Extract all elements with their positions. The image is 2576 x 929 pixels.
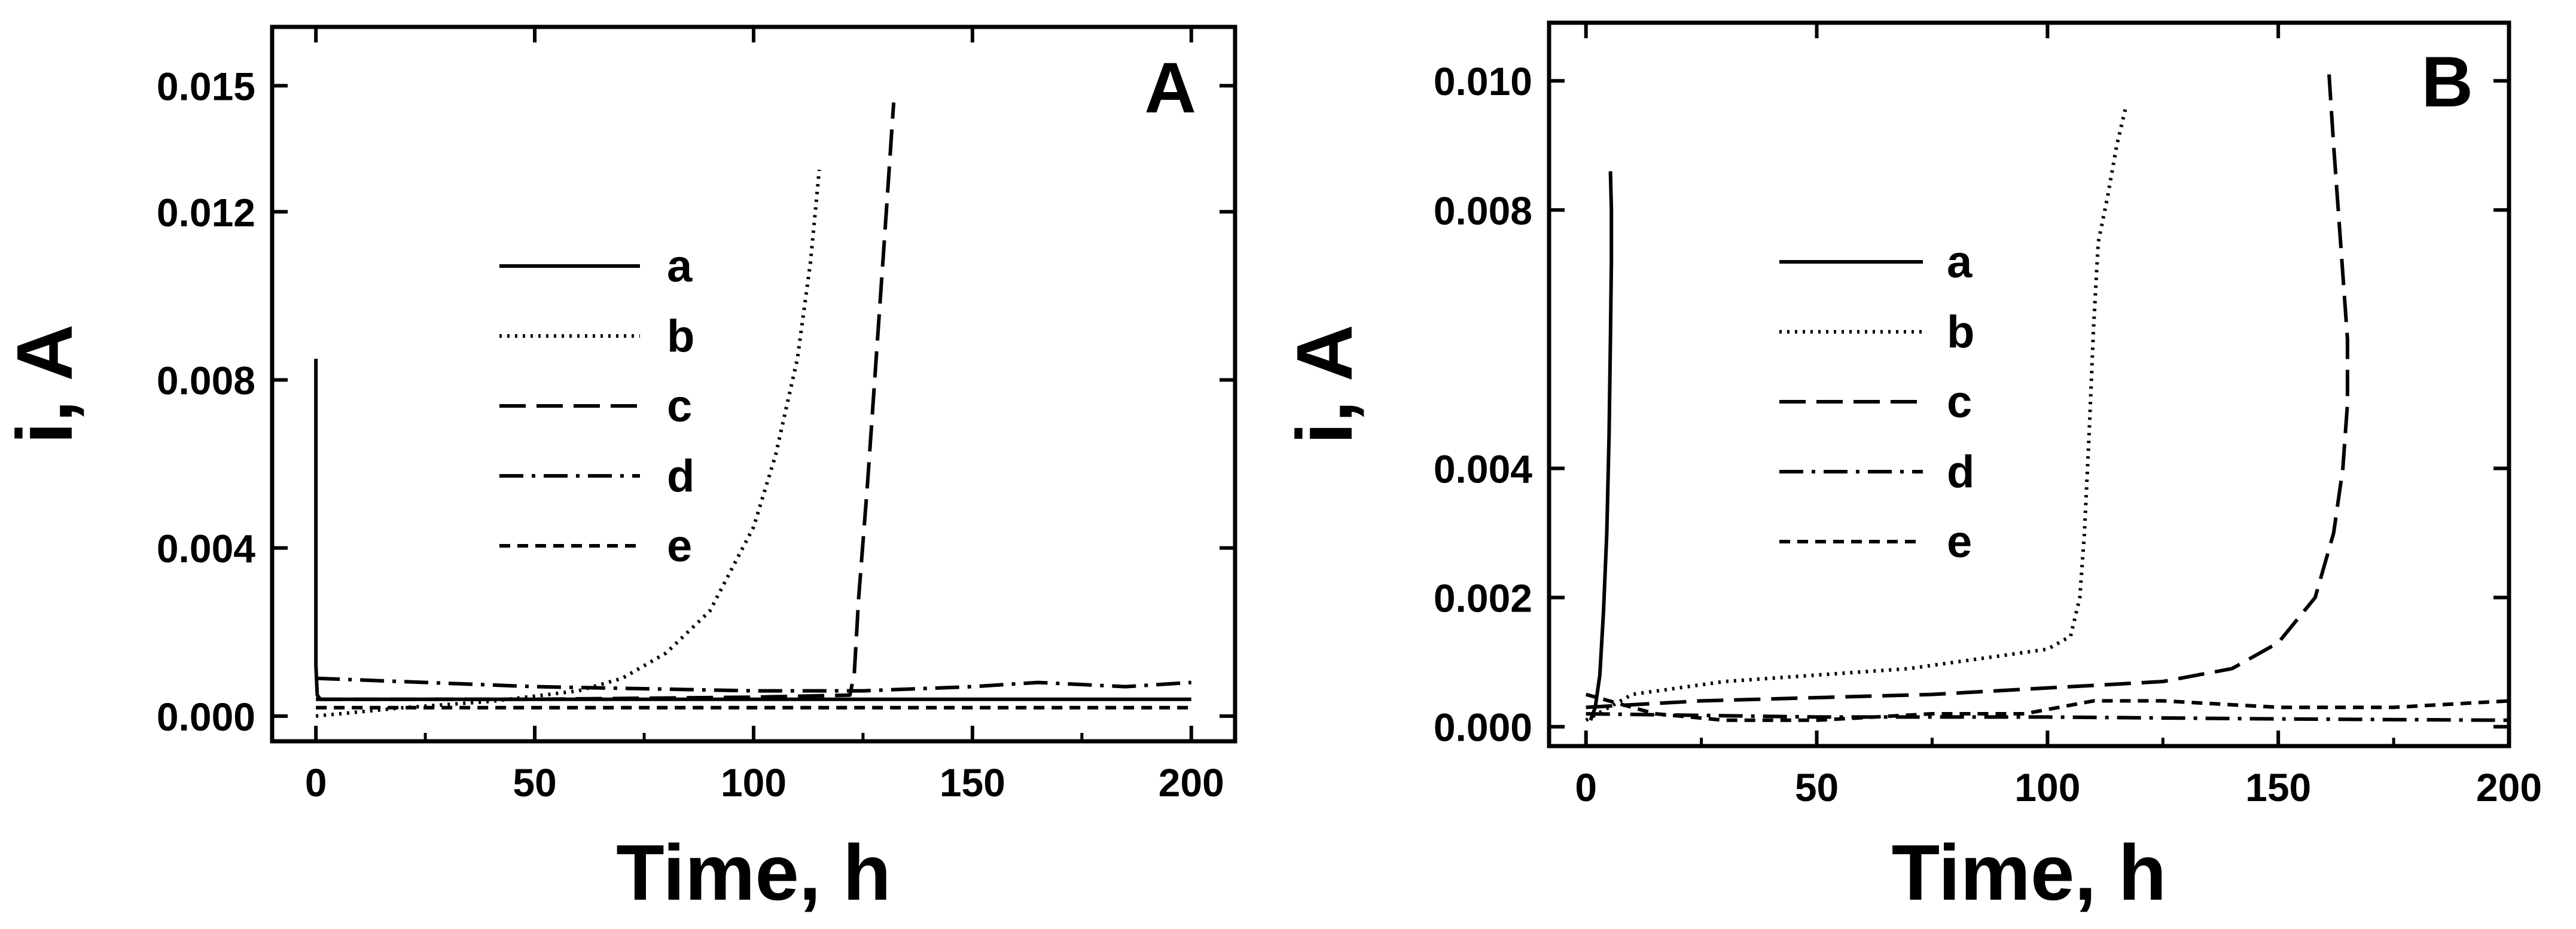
y-tick-label: 0.012 [157, 190, 255, 234]
legend-label-a: a [1947, 237, 1973, 288]
series-line-c [1586, 74, 2349, 710]
x-tick-label: 150 [2245, 765, 2311, 809]
x-tick-label: 100 [2014, 765, 2080, 809]
x-tick-label: 150 [940, 760, 1005, 805]
x-axis-title: Time, h [1892, 829, 2167, 916]
x-tick-label: 0 [1575, 765, 1597, 809]
series-line-b [1585, 106, 2128, 722]
panel-b-chart: 0 50 100 150 200 0.000 0.002 0.004 0.008 0.010 Tim… [1281, 20, 2542, 916]
y-tick-label: 0.002 [1434, 576, 1532, 621]
legend-label-e: e [667, 521, 692, 572]
y-tick-label: 0.000 [157, 695, 255, 739]
legend-label-d: d [667, 451, 694, 502]
series-line-c [316, 102, 896, 701]
series-line-a [1589, 171, 1614, 721]
panel-label: A [1144, 48, 1196, 128]
y-tick-label: 0.010 [1434, 59, 1532, 103]
y-tick-label: 0.004 [1434, 447, 1532, 491]
series-line-a [314, 359, 1191, 701]
legend-label-b: b [667, 311, 694, 362]
panel-label: B [2421, 42, 2473, 122]
legend-label-a: a [667, 241, 693, 292]
y-axis-title: i, A [1281, 325, 1368, 444]
x-axis-title: Time, h [616, 829, 891, 916]
x-tick-label: 50 [1795, 765, 1839, 809]
y-tick-label: 0.008 [157, 358, 255, 402]
x-tick-label: 0 [305, 760, 327, 805]
x-tick-label: 200 [2476, 765, 2542, 809]
x-tick-label: 200 [1159, 760, 1224, 805]
y-tick-label: 0.015 [157, 64, 255, 108]
series-line-d [316, 676, 1191, 693]
plot-frame [1547, 20, 2511, 748]
legend-label-b: b [1947, 307, 1974, 357]
legend-label-d: d [1947, 447, 1974, 497]
y-tick-label: 0.000 [1434, 705, 1532, 750]
x-tick-label: 100 [721, 760, 786, 805]
legend-label-c: c [1947, 377, 1972, 427]
y-tick-label: 0.008 [1434, 188, 1532, 233]
series-lines [1585, 74, 2509, 722]
x-tick-label: 50 [513, 760, 556, 805]
series-line-b [315, 169, 821, 718]
legend-label-c: c [667, 381, 692, 432]
y-axis-title: i, A [1, 324, 89, 444]
series-line-d [1586, 712, 2509, 722]
series-lines [314, 102, 1191, 718]
y-tick-label: 0.004 [157, 527, 255, 571]
panel-a-chart: 0 50 100 150 200 0.000 0.004 0.008 0.012 0.015 Tim… [1, 25, 1237, 916]
legend-label-e: e [1947, 517, 1972, 567]
series-line-e [1585, 692, 2509, 722]
plot-frame [270, 25, 1237, 744]
